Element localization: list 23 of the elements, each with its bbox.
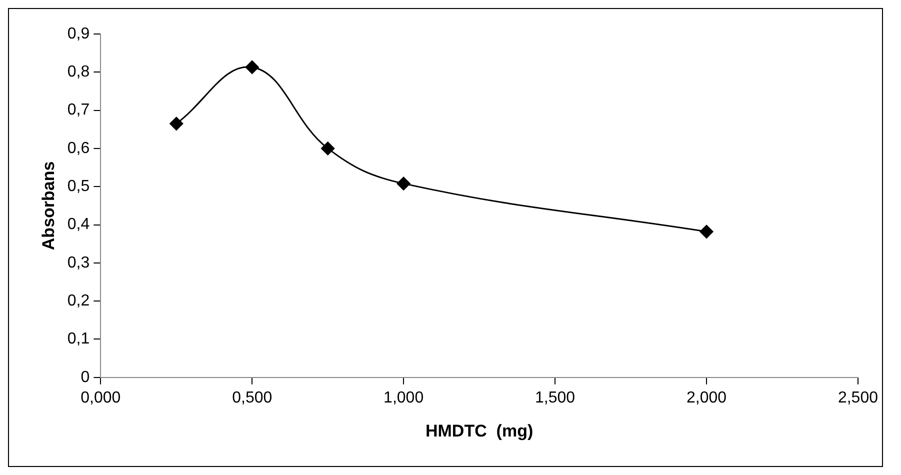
point [321, 142, 335, 156]
y-tick-label: 0,6 [67, 140, 90, 157]
y-tick-label: 0 [80, 368, 90, 386]
x-tick-label: 1,000 [384, 389, 424, 406]
y-tick-label: 0,8 [67, 64, 90, 81]
x-tick-label: 0,000 [80, 389, 121, 406]
y-tick-label: 0,2 [67, 292, 90, 310]
x-tick-label: 2,000 [686, 389, 727, 406]
point [170, 116, 184, 130]
point [700, 224, 714, 238]
y-tick-label: 0,9 [67, 25, 90, 42]
x-tick-label: 0,500 [232, 389, 272, 406]
x-axis-title: HMDTC (mg) [425, 421, 534, 440]
point [245, 60, 259, 74]
y-axis-title: Absorbans [38, 161, 58, 250]
x-tick-label: 1,500 [535, 389, 576, 406]
y-tick-label: 0,7 [67, 102, 90, 119]
y-tick-label: 0,4 [67, 216, 90, 234]
point [396, 176, 410, 190]
y-tick-label: 0,3 [67, 254, 90, 272]
y-tick-label: 0,1 [67, 330, 90, 348]
x-tick-label: 2,500 [838, 389, 878, 406]
y-tick-label: 0,5 [67, 178, 90, 196]
